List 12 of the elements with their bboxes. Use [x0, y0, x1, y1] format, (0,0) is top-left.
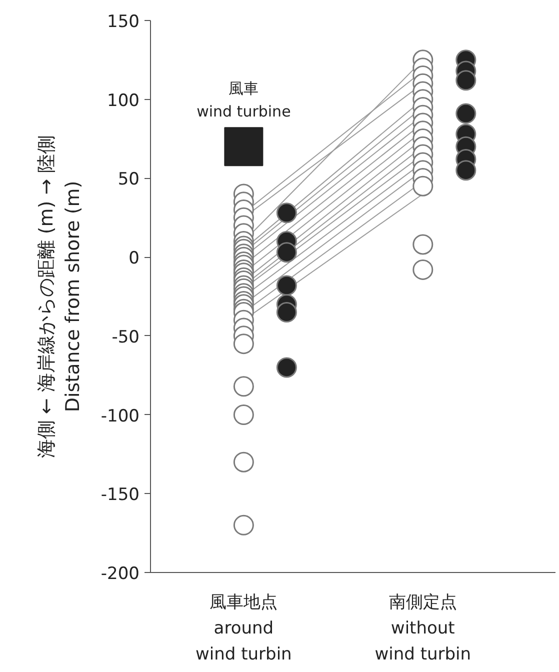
y-tick-label: 0 — [128, 248, 140, 269]
y-tick-label: -50 — [112, 327, 140, 348]
y-tick-label: 50 — [118, 170, 140, 190]
x-tick-label: 風車地点 around wind turbin — [196, 592, 292, 664]
y-tick-label: -150 — [100, 485, 140, 506]
y-tick-label: -100 — [100, 406, 140, 426]
y-tick-label: 150 — [107, 12, 140, 32]
y-axis-title: 海側 ← 海岸線からの距離 (m) → 陸側 Distance from shore (m) — [36, 134, 84, 458]
series-label: 風車 wind turbine — [196, 79, 291, 121]
y-tick-label: 100 — [107, 90, 140, 111]
x-tick-label: 南側定点 without wind turbin — [374, 592, 472, 664]
y-tick-label: -200 — [100, 564, 140, 584]
